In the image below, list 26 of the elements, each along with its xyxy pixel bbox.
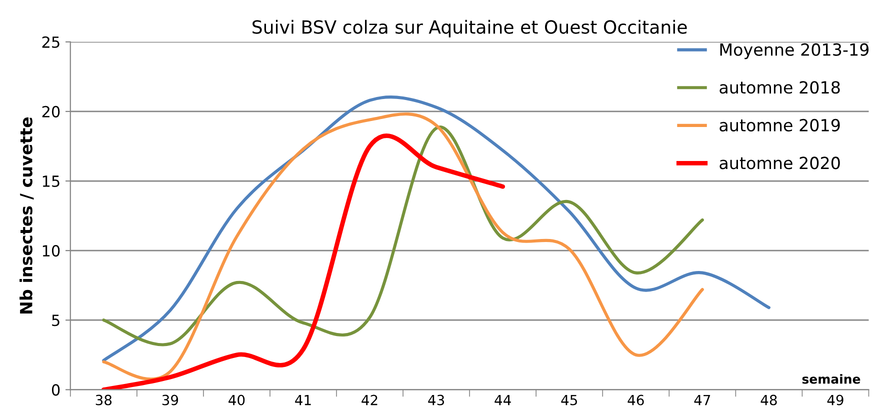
legend-label: automne 2020 bbox=[720, 156, 840, 170]
legend-label: Moyenne 2013-19 bbox=[720, 43, 869, 60]
line-series bbox=[102, 126, 704, 346]
legend-label: automne 2018 bbox=[720, 81, 840, 94]
y-tick-label: 15 bbox=[42, 176, 60, 188]
legend-label: automne 2019 bbox=[720, 118, 840, 132]
y-tick-label: 25 bbox=[42, 36, 60, 48]
x-tick-label: 39 bbox=[162, 394, 178, 406]
x-tick-label: 48 bbox=[760, 394, 777, 406]
y-tick-label: 10 bbox=[42, 245, 60, 257]
x-tick-label: 45 bbox=[561, 394, 577, 406]
x-tick-label: 42 bbox=[362, 394, 378, 406]
x-tick-label: 43 bbox=[428, 394, 444, 406]
x-axis-title: semaine bbox=[802, 374, 860, 384]
x-tick-label: 47 bbox=[694, 394, 710, 406]
x-tick-label: 46 bbox=[628, 394, 644, 406]
x-tick-label: 41 bbox=[295, 394, 311, 406]
x-tick-label: 40 bbox=[228, 394, 245, 406]
x-tick-label: 49 bbox=[827, 394, 844, 406]
y-tick-label: 20 bbox=[42, 106, 60, 118]
y-axis-title: Nb insectes / cuvette bbox=[20, 117, 34, 314]
y-tick-label: 5 bbox=[52, 314, 60, 326]
x-tick-label: 44 bbox=[494, 394, 511, 406]
y-tick-label: 0 bbox=[52, 384, 60, 396]
chart-title: Suivi BSV colza sur Aquitaine et Ouest Occitanie bbox=[252, 20, 687, 38]
x-tick-label: 38 bbox=[96, 394, 112, 406]
